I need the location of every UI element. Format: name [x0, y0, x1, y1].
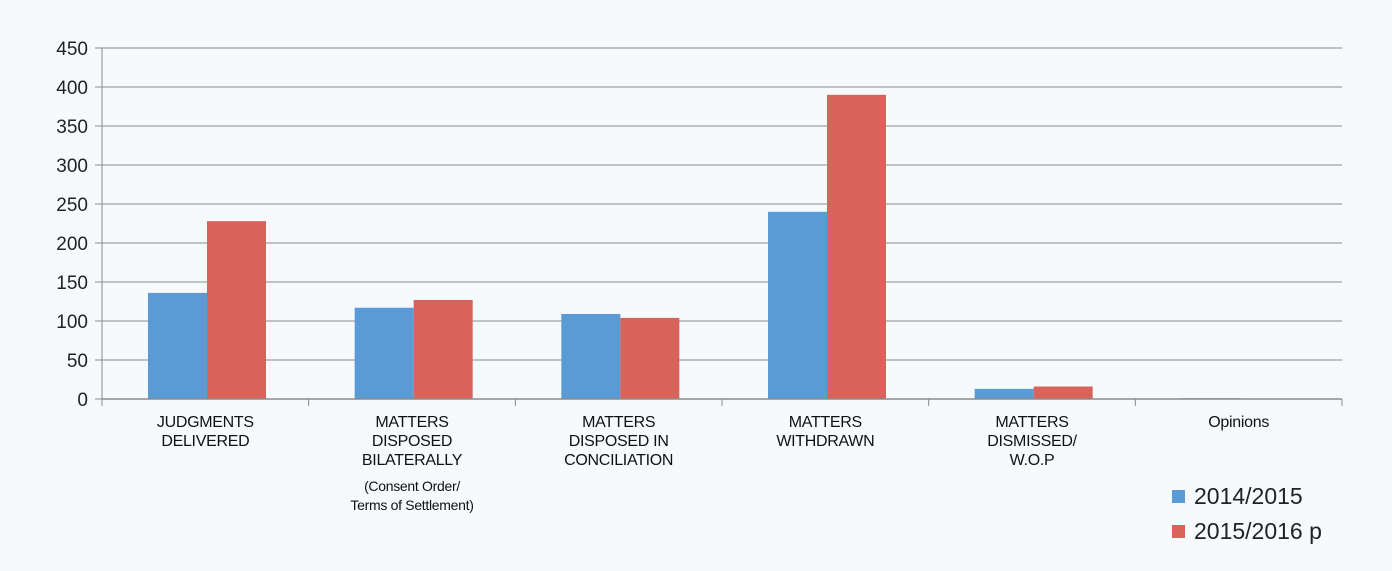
x-category-line: DISPOSED — [372, 433, 452, 450]
axes — [101, 48, 1343, 406]
legend-item: 2014/2015 — [1172, 483, 1303, 509]
y-tick-label: 300 — [56, 156, 88, 177]
x-category-line: MATTERS — [995, 414, 1068, 431]
bar-series-1 — [768, 211, 827, 399]
bar-series-2 — [207, 221, 266, 399]
y-tick-label: 250 — [56, 195, 88, 216]
x-category-line: (Consent Order/ — [364, 478, 460, 494]
bars — [148, 94, 1241, 400]
x-category-label: MATTERS DISMISSED/W.O.P — [987, 414, 1078, 469]
y-tick-label: 450 — [56, 39, 88, 60]
y-tick-label: 400 — [56, 78, 88, 99]
x-category-line: DELIVERED — [161, 433, 249, 450]
bar-series-1 — [354, 307, 414, 399]
x-category-line: Terms of Settlement) — [350, 497, 473, 513]
bar-series-2 — [620, 317, 680, 399]
x-category-line: WITHDRAWN — [776, 433, 874, 450]
x-category-line: JUDGMENTS — [157, 414, 254, 431]
x-category-line: W.O.P — [1010, 452, 1055, 469]
legend-swatch — [1172, 525, 1185, 538]
y-tick-label: 150 — [56, 273, 88, 294]
x-category-line: MATTERS — [789, 414, 862, 431]
gridlines — [95, 47, 1342, 400]
bar-series-1 — [561, 313, 621, 399]
legend-item: 2015/2016 p — [1172, 518, 1322, 544]
y-tick-label: 0 — [77, 390, 88, 411]
y-tick-labels: 0 50 100 150 200 250 300 350 400 450 — [56, 39, 88, 411]
bar-series-1 — [974, 388, 1034, 399]
x-category-labels: JUDGMENTS DELIVERED MATTERS DISPOSED BILATER… — [157, 414, 1270, 513]
x-category-line: DISPOSED IN — [569, 433, 669, 450]
legend-swatch — [1172, 490, 1185, 503]
x-category-line: DISMISSED/ — [987, 433, 1077, 450]
x-category-line: BILATERALLY — [362, 452, 463, 469]
y-tick-label: 350 — [56, 117, 88, 138]
x-category-line: CONCILIATION — [564, 452, 673, 469]
x-category-label: MATTERS DISPOSED IN CONCILIATION — [564, 414, 673, 469]
x-category-line: MATTERS — [582, 414, 655, 431]
x-category-line: MATTERS — [375, 414, 448, 431]
bar-series-1 — [148, 292, 207, 399]
bar-series-2 — [413, 299, 473, 399]
x-category-label: Opinions — [1208, 414, 1269, 431]
bar-series-2 — [827, 94, 886, 400]
y-tick-label: 50 — [67, 351, 88, 372]
x-category-label: MATTERS DISPOSED BILATERALLY (Consent Order… — [350, 414, 473, 513]
y-tick-label: 200 — [56, 234, 88, 255]
x-category-label: JUDGMENTS DELIVERED — [157, 414, 254, 450]
legend: 2014/2015 2015/2016 p — [1172, 483, 1322, 544]
legend-label: 2015/2016 p — [1194, 518, 1322, 544]
y-tick-label: 100 — [56, 312, 88, 333]
bar-series-2 — [1033, 386, 1093, 399]
x-category-line: Opinions — [1208, 414, 1269, 431]
legend-label: 2014/2015 — [1194, 483, 1303, 509]
x-category-label: MATTERS WITHDRAWN — [776, 414, 874, 450]
